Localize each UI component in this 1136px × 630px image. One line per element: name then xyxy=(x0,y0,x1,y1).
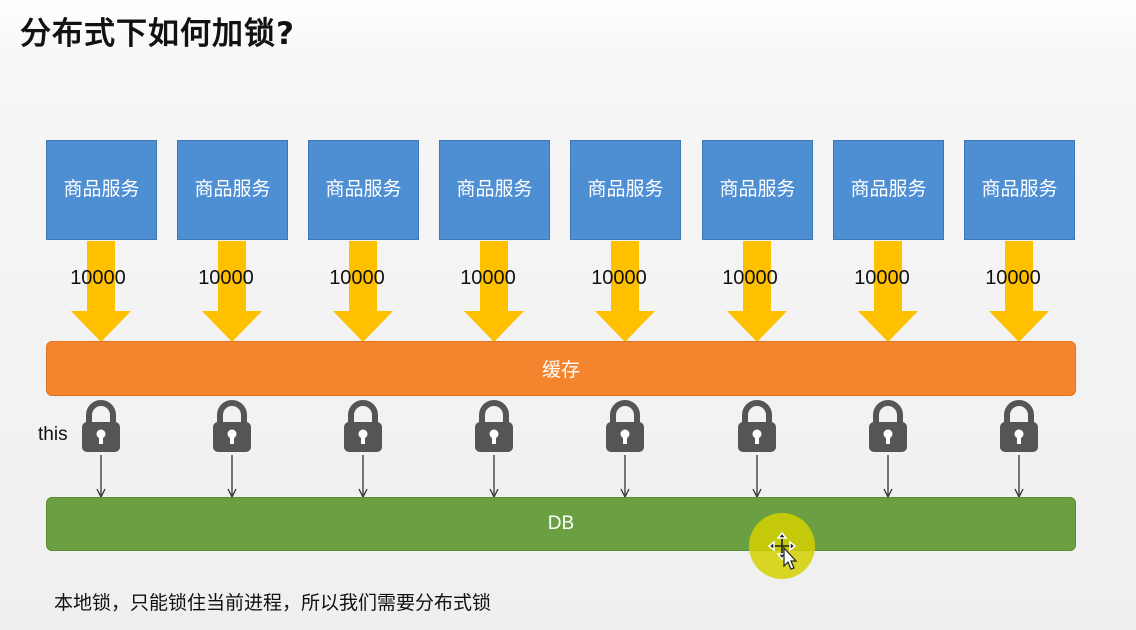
lock-to-db-arrow xyxy=(883,455,893,498)
lock-to-db-arrow xyxy=(1014,455,1024,498)
service-label: 商品服务 xyxy=(850,174,926,201)
lock-to-db-arrow xyxy=(227,455,237,498)
product-service-box: 商品服务 xyxy=(439,140,550,240)
product-service-box: 商品服务 xyxy=(570,140,681,240)
request-count: 10000 xyxy=(438,267,538,290)
product-service-box: 商品服务 xyxy=(46,140,157,240)
product-service-box: 商品服务 xyxy=(702,140,813,240)
service-label: 商品服务 xyxy=(194,174,270,201)
service-label: 商品服务 xyxy=(325,174,401,201)
padlock-icon xyxy=(867,400,909,454)
request-flow-arrow xyxy=(595,241,655,342)
lock-object-label: this xyxy=(38,424,68,446)
request-count: 10000 xyxy=(700,267,800,290)
move-cursor-icon xyxy=(748,512,816,580)
footnote: 本地锁，只能锁住当前进程，所以我们需要分布式锁 xyxy=(54,588,491,615)
request-flow-arrow xyxy=(858,241,918,342)
padlock-icon xyxy=(473,400,515,454)
service-label: 商品服务 xyxy=(719,174,795,201)
cache-label: 缓存 xyxy=(542,355,580,382)
slide-title: 分布式下如何加锁? xyxy=(20,8,295,53)
lock-to-db-arrow xyxy=(96,455,106,498)
lock-to-db-arrow xyxy=(489,455,499,498)
request-count: 10000 xyxy=(569,267,669,290)
request-flow-arrow xyxy=(333,241,393,342)
request-flow-arrow xyxy=(71,241,131,342)
service-label: 商品服务 xyxy=(456,174,532,201)
lock-to-db-arrow xyxy=(620,455,630,498)
padlock-icon xyxy=(604,400,646,454)
lock-to-db-arrow xyxy=(752,455,762,498)
database-layer: DB xyxy=(46,497,1076,551)
cache-layer: 缓存 xyxy=(46,341,1076,396)
padlock-icon xyxy=(998,400,1040,454)
service-label: 商品服务 xyxy=(981,174,1057,201)
padlock-icon xyxy=(342,400,384,454)
product-service-box: 商品服务 xyxy=(308,140,419,240)
service-label: 商品服务 xyxy=(63,174,139,201)
padlock-icon xyxy=(211,400,253,454)
padlock-icon xyxy=(80,400,122,454)
lock-to-db-arrow xyxy=(358,455,368,498)
request-flow-arrow xyxy=(989,241,1049,342)
padlock-icon xyxy=(736,400,778,454)
service-label: 商品服务 xyxy=(587,174,663,201)
request-count: 10000 xyxy=(176,267,276,290)
request-count: 10000 xyxy=(307,267,407,290)
request-count: 10000 xyxy=(832,267,932,290)
request-flow-arrow xyxy=(202,241,262,342)
request-flow-arrow xyxy=(464,241,524,342)
product-service-box: 商品服务 xyxy=(833,140,944,240)
product-service-box: 商品服务 xyxy=(177,140,288,240)
request-flow-arrow xyxy=(727,241,787,342)
request-count: 10000 xyxy=(48,267,148,290)
db-label: DB xyxy=(548,513,574,535)
product-service-box: 商品服务 xyxy=(964,140,1075,240)
request-count: 10000 xyxy=(963,267,1063,290)
